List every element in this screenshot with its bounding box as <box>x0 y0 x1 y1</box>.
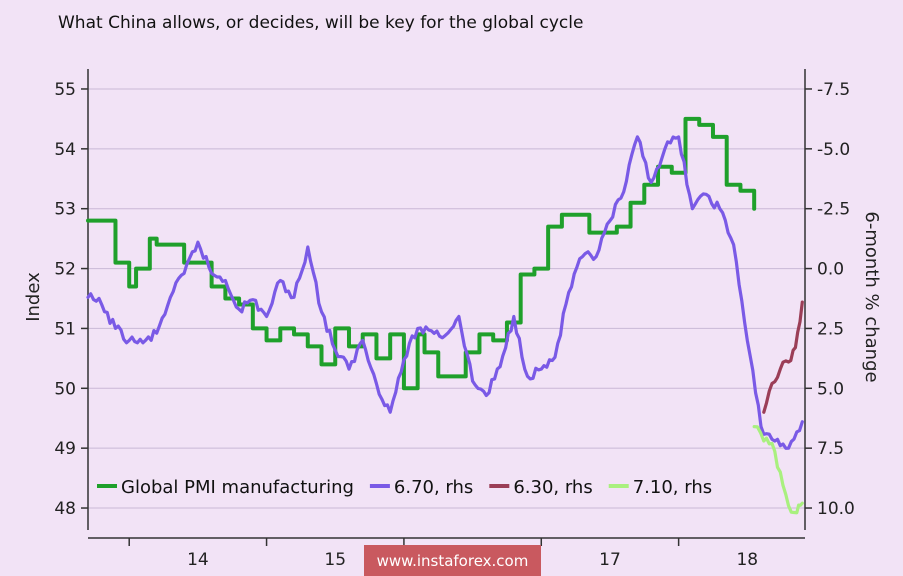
gridlines <box>88 88 805 509</box>
legend: Global PMI manufacturing 6.70, rhs 6.30, r… <box>92 466 732 504</box>
right-tick-label: -2.5 <box>817 200 850 220</box>
axes <box>87 69 806 539</box>
legend-label: Global PMI manufacturing <box>121 477 354 498</box>
series-layer <box>86 116 804 515</box>
right-axis-title: 6-month % change <box>861 211 882 382</box>
series-line-4 <box>752 425 804 515</box>
watermark: www.instaforex.com <box>364 545 541 576</box>
series-line-2 <box>86 135 804 450</box>
legend-label: 7.10, rhs <box>633 477 712 498</box>
legend-label: 6.30, rhs <box>513 477 592 498</box>
x-tick-label: 14 <box>187 550 209 570</box>
left-axis-ticks: 55 54 53 52 51 50 49 48 <box>54 80 88 519</box>
right-axis-ticks: -7.5 -5.0 -2.5 0.0 2.5 5.0 7.5 10.0 <box>805 80 855 519</box>
right-tick-label: 7.5 <box>817 439 844 459</box>
x-tick-label: 17 <box>599 550 621 570</box>
right-tick-label: 10.0 <box>817 499 855 519</box>
legend-label: 6.70, rhs <box>394 477 473 498</box>
left-tick-label: 54 <box>54 140 76 160</box>
right-tick-label: 2.5 <box>817 319 844 339</box>
series-line-1 <box>86 116 757 391</box>
left-tick-label: 51 <box>54 319 76 339</box>
left-tick-label: 53 <box>54 200 76 220</box>
left-tick-label: 52 <box>54 260 76 280</box>
left-tick-label: 49 <box>54 439 76 459</box>
left-tick-label: 48 <box>54 499 76 519</box>
right-tick-label: -5.0 <box>817 140 850 160</box>
right-tick-label: 5.0 <box>817 379 844 399</box>
x-tick-label: 15 <box>324 550 346 570</box>
right-tick-label: 0.0 <box>817 260 844 280</box>
x-tick-label: 18 <box>736 550 758 570</box>
chart-title: What China allows, or decides, will be k… <box>58 13 584 33</box>
left-tick-label: 55 <box>54 80 76 100</box>
left-tick-label: 50 <box>54 379 76 399</box>
series-line-3 <box>762 300 804 414</box>
left-axis-title: Index <box>23 272 44 322</box>
right-tick-label: -7.5 <box>817 80 850 100</box>
